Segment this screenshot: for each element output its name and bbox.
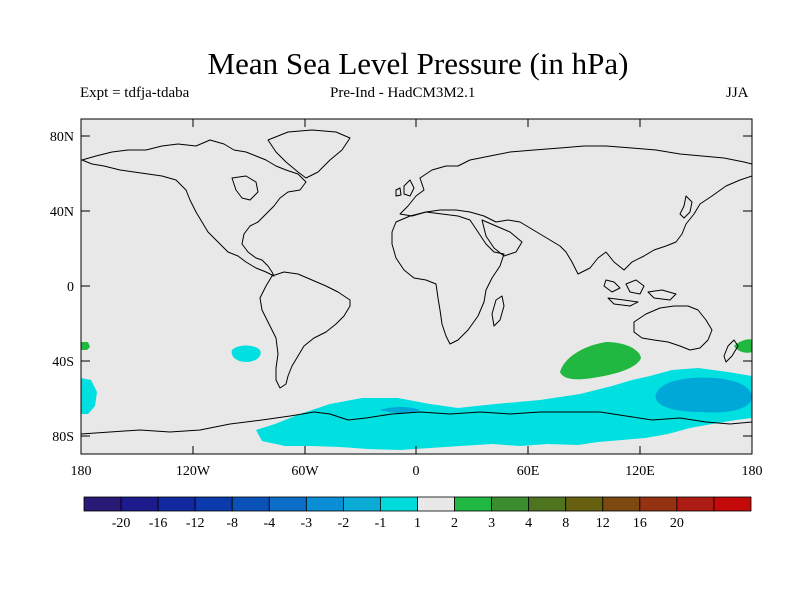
model-subtitle: Pre-Ind - HadCM3M2.1 xyxy=(330,85,476,101)
lat-tick-label: 0 xyxy=(67,280,74,295)
colorbar-label: 8 xyxy=(562,516,569,531)
lat-tick-label: 80N xyxy=(50,130,74,145)
anomaly-shading xyxy=(81,339,752,450)
colorbar-label: 1 xyxy=(414,516,421,531)
south-indian-ocean-positive-region xyxy=(560,342,641,380)
lon-tick-label: 0 xyxy=(413,464,420,479)
new-zealand-coastline xyxy=(723,339,739,363)
indonesia-coastline xyxy=(603,279,677,307)
colorbar-label: -20 xyxy=(112,516,131,531)
antarctica-coastline xyxy=(81,411,752,435)
lat-tick-label: 40N xyxy=(50,205,74,220)
greenland-coastline xyxy=(267,129,351,179)
colorbar-label: -1 xyxy=(375,516,387,531)
colorbar-swatch xyxy=(602,496,641,512)
lon-tick-label: 120W xyxy=(176,464,211,479)
colorbar: -20 -16 -12 -8 -4 -3 -2 -1 1 2 3 4 8 12 16 20 xyxy=(83,496,752,531)
japan-coastline xyxy=(679,195,693,219)
colorbar-swatch xyxy=(713,496,752,512)
positive-anomaly xyxy=(81,339,752,380)
colorbar-label: 4 xyxy=(525,516,532,531)
colorbar-swatch xyxy=(83,496,122,512)
australia-coastline xyxy=(633,305,713,351)
hudson-bay-coastline xyxy=(231,175,259,201)
colorbar-label: -3 xyxy=(300,516,312,531)
southern-ocean-negative-region xyxy=(256,368,752,450)
latitude-axis: 80N 40N 0 40S 80S xyxy=(50,130,752,445)
colorbar-label: 2 xyxy=(451,516,458,531)
arabia-coastline xyxy=(481,219,523,257)
colorbar-label: 20 xyxy=(670,516,684,531)
colorbar-swatch xyxy=(417,496,455,512)
lat-tick-label: 40S xyxy=(52,355,74,370)
negative-anomaly-medium xyxy=(380,377,752,413)
colorbar-label: -16 xyxy=(149,516,168,531)
colorbar-label: 16 xyxy=(633,516,647,531)
colorbar-swatch xyxy=(676,496,715,512)
colorbar-label: 12 xyxy=(596,516,610,531)
south-pacific-edge-positive xyxy=(734,339,752,353)
madagascar-coastline xyxy=(491,295,505,327)
longitude-axis: 180 120W 60W 0 60E 120E 180 xyxy=(71,119,763,479)
colorbar-label: -2 xyxy=(338,516,350,531)
south-atlantic-edge-negative xyxy=(81,378,97,414)
west-pacific-small-negative xyxy=(231,345,261,362)
colorbar-swatch xyxy=(157,496,196,512)
south-america-coastline xyxy=(259,271,351,389)
lon-tick-label: 180 xyxy=(71,464,92,479)
colorbar-swatch xyxy=(305,496,344,512)
season-label: JJA xyxy=(726,85,749,101)
colorbar-label: -12 xyxy=(186,516,205,531)
lon-tick-label: 120E xyxy=(625,464,655,479)
coastlines xyxy=(81,129,752,435)
colorbar-swatch xyxy=(454,496,493,512)
colorbar-swatch xyxy=(231,496,270,512)
lon-tick-label: 180 xyxy=(742,464,763,479)
colorbar-label: -8 xyxy=(226,516,238,531)
africa-coastline xyxy=(391,211,505,345)
south-pacific-negative-core xyxy=(655,377,752,413)
colorbar-swatch xyxy=(380,496,418,512)
lon-tick-label: 60E xyxy=(517,464,540,479)
colorbar-swatch xyxy=(565,496,604,512)
colorbar-swatch xyxy=(342,496,381,512)
negative-anomaly-light xyxy=(81,345,752,450)
colorbar-swatch xyxy=(120,496,159,512)
colorbar-swatch xyxy=(491,496,530,512)
colorbar-label: 3 xyxy=(488,516,495,531)
south-america-edge-positive xyxy=(81,342,90,350)
british-isles-coastline xyxy=(395,179,415,197)
experiment-label: Expt = tdfja-tdaba xyxy=(80,85,190,101)
colorbar-swatch xyxy=(268,496,307,512)
europe-asia-coastline xyxy=(399,145,752,275)
colorbar-swatch xyxy=(528,496,567,512)
map-title: Mean Sea Level Pressure (in hPa) xyxy=(207,46,629,81)
lon-tick-label: 60W xyxy=(291,464,319,479)
colorbar-swatch xyxy=(639,496,678,512)
colorbar-swatch xyxy=(194,496,233,512)
north-america-coastline xyxy=(81,139,307,277)
colorbar-label: -4 xyxy=(263,516,275,531)
weddell-sea-negative-core xyxy=(380,407,420,413)
lat-tick-label: 80S xyxy=(52,430,74,445)
